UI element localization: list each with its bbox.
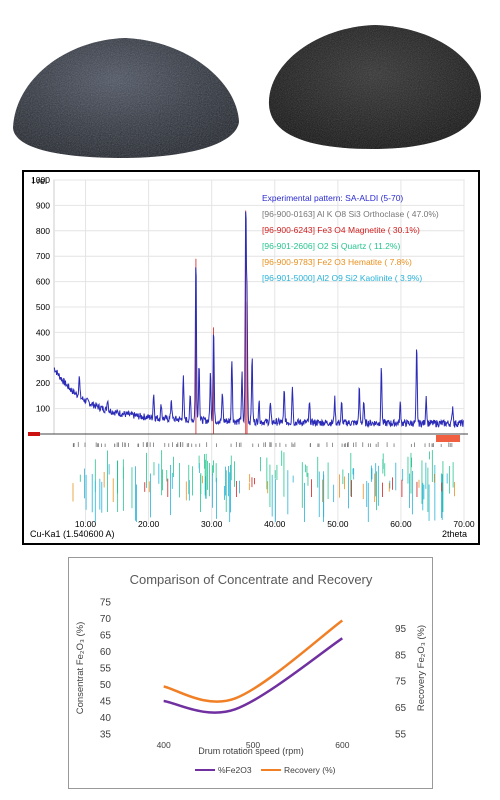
xrd-x-tick-label: 60.00 (390, 519, 412, 529)
left-tick-label: 65 (100, 631, 112, 642)
left-tick-label: 50 (100, 680, 112, 691)
left-tick-label: 40 (100, 713, 112, 724)
xrd-x-tick-label: 30.00 (201, 519, 223, 529)
xrd-y-tick-label: 100 (36, 404, 50, 414)
left-tick-label: 35 (100, 730, 112, 741)
xrd-y-tick-label: 700 (36, 251, 50, 261)
xrd-y-tick-label: 500 (36, 302, 50, 312)
series-recovery-line (163, 619, 344, 703)
xrd-x-tick-label: 50.00 (327, 519, 349, 529)
legend-orthoclase: [96-900-0163] Al K O8 Si3 Orthoclase ( 4… (262, 209, 439, 219)
recovery-chart-svg: Comparison of Concentrate and Recovery 3… (75, 572, 427, 775)
xrd-y-tick-label: 200 (36, 378, 50, 388)
xrd-y-tick-label: 1000 (31, 175, 50, 185)
xrd-chart: 100 200 300 400 500 600 700 800 900 1000 10.00 20.… (22, 170, 480, 545)
recovery-chart-legend: %Fe2O3 Recovery (%) (195, 765, 336, 775)
right-tick-label: 75 (395, 677, 407, 688)
sample-photo-left (5, 10, 245, 160)
left-axis-label: Consentrat Fe₂O₃ (%) (75, 622, 86, 715)
legend-quartz: [96-901-2606] O2 Si Quartz ( 11.2%) (262, 241, 400, 251)
x-tick-label: 400 (157, 740, 171, 750)
recovery-chart-title: Comparison of Concentrate and Recovery (130, 572, 373, 587)
x-tick-label: 500 (246, 740, 260, 750)
right-tick-label: 95 (395, 624, 407, 635)
right-axis-label: Recovery Fe₂O₃ (%) (416, 625, 427, 711)
legend-experimental: Experimental pattern: SA-ALDI (5-70) (262, 193, 403, 203)
right-tick-label: 55 (395, 730, 407, 741)
right-tick-label: 65 (395, 703, 407, 714)
left-tick-label: 45 (100, 697, 112, 708)
xrd-x-end-label: 2theta (442, 529, 467, 539)
left-tick-label: 55 (100, 664, 112, 675)
xrd-y-tick-label: 400 (36, 327, 50, 337)
series-fe2o3-line (163, 637, 343, 714)
xrd-x-tick-label: 70.00 (453, 519, 475, 529)
recovery-chart: Comparison of Concentrate and Recovery 3… (68, 557, 433, 789)
xrd-y-tick-label: 300 (36, 353, 50, 363)
xrd-y-tick-label: 800 (36, 226, 50, 236)
legend-fe2o3: %Fe2O3 (218, 765, 252, 775)
xrd-y-tick-label: 900 (36, 200, 50, 210)
legend-hematite: [96-900-9783] Fe2 O3 Hematite ( 7.8%) (262, 257, 412, 267)
left-tick-label: 60 (100, 647, 112, 658)
xrd-range-marker (436, 435, 460, 442)
xrd-y-tick-label: 600 (36, 277, 50, 287)
left-tick-label: 70 (100, 614, 112, 625)
xrd-baseline-marker (28, 432, 40, 436)
xrd-pattern-line (53, 211, 465, 429)
left-tick-label: 75 (100, 598, 112, 609)
x-axis-label: Drum rotation speed (rpm) (198, 746, 304, 756)
xrd-legend: Experimental pattern: SA-ALDI (5-70) [96… (262, 193, 439, 283)
legend-recovery: Recovery (%) (284, 765, 336, 775)
right-tick-label: 85 (395, 650, 407, 661)
xrd-x-tick-label: 20.00 (138, 519, 160, 529)
xrd-y-label: I rel (32, 176, 47, 186)
legend-magnetite: [96-900-6243] Fe3 O4 Magnetite ( 30.1%) (262, 225, 420, 235)
x-tick-label: 600 (335, 740, 349, 750)
xrd-x-tick-label: 40.00 (264, 519, 286, 529)
xrd-x-tick-label: 10.00 (75, 519, 97, 529)
xrd-chart-svg: 100 200 300 400 500 600 700 800 900 1000 10.00 20.… (28, 175, 475, 539)
xrd-source-label: Cu-Ka1 (1.540600 A) (30, 529, 115, 539)
legend-kaolinite: [96-901-5000] Al2 O9 Si2 Kaolinite ( 3.9… (262, 273, 422, 283)
sample-photo-right (255, 15, 490, 155)
